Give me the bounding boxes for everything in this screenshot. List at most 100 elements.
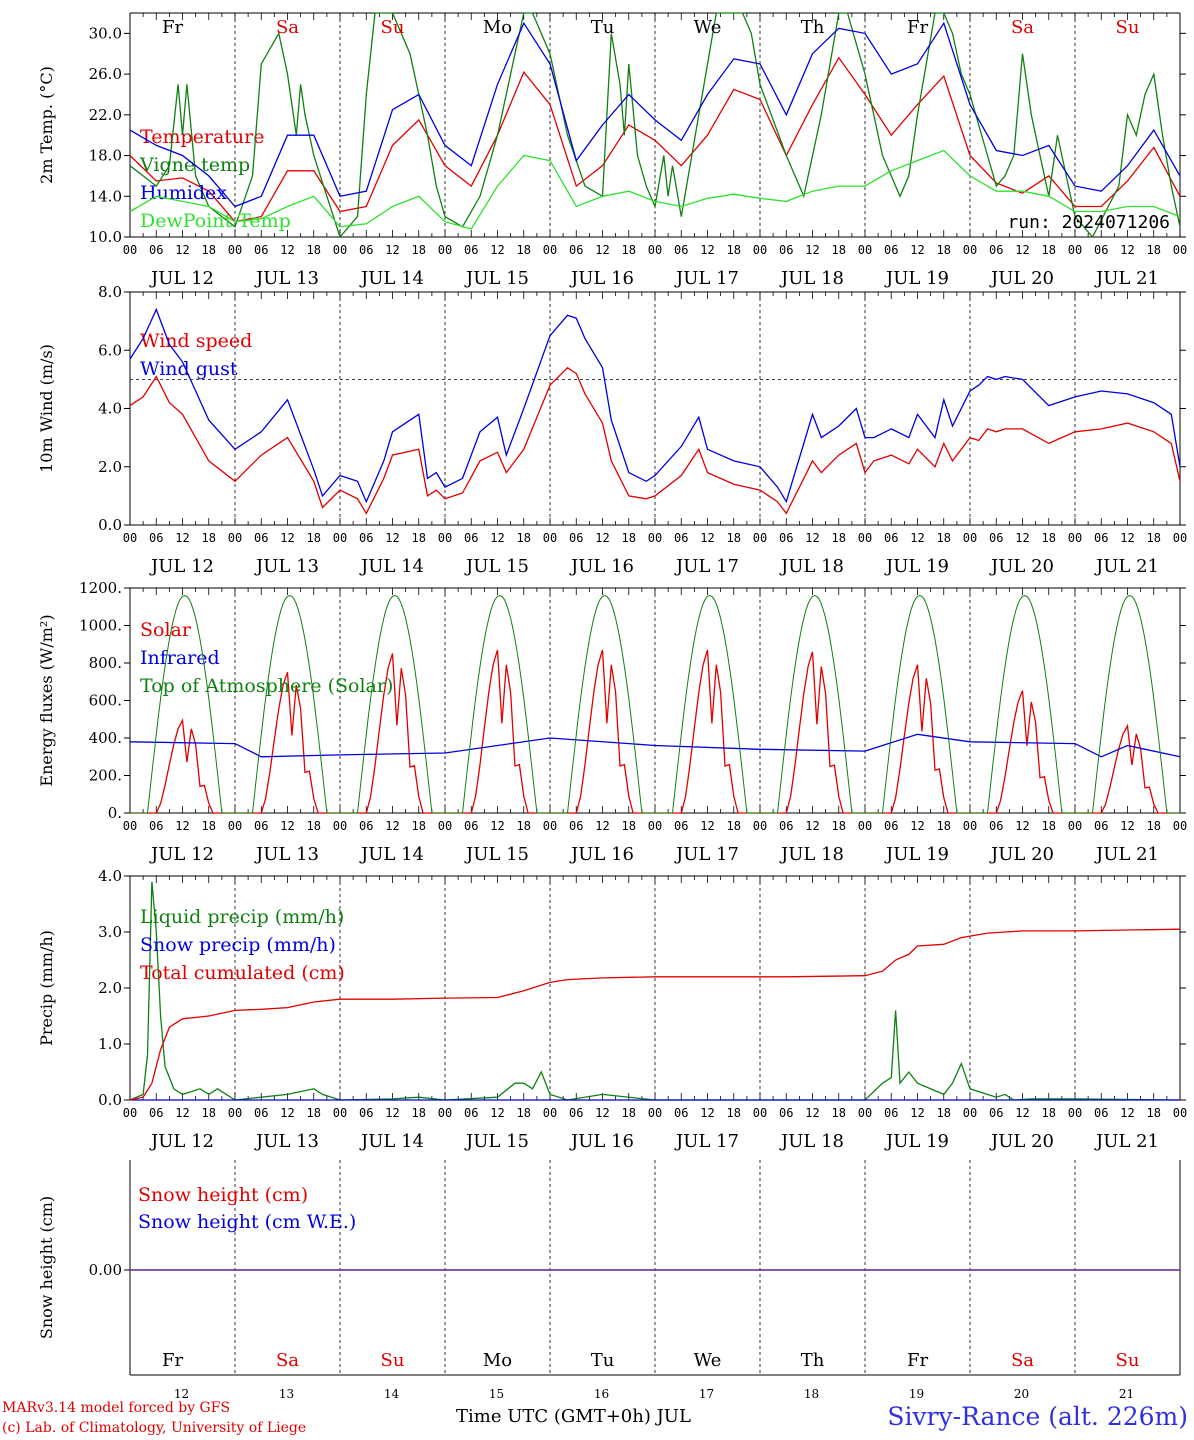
hour-tick-label: 06	[779, 531, 793, 545]
y-axis-label: 2m Temp. (°C)	[37, 66, 56, 184]
hour-tick-label: 18	[1147, 531, 1161, 545]
y-axis-label: Energy fluxes (W/m²)	[37, 614, 56, 786]
weekday-label: Su	[381, 1350, 405, 1371]
date-label: JUL 21	[1094, 844, 1159, 865]
hour-tick-label: 12	[175, 1106, 189, 1120]
hour-tick-label: 18	[622, 819, 636, 833]
date-label: JUL 15	[464, 1131, 529, 1152]
hour-tick-label: 00	[1173, 819, 1187, 833]
date-label: JUL 12	[149, 556, 214, 577]
hour-tick-label: 12	[1015, 1106, 1029, 1120]
hour-tick-label: 00	[1068, 531, 1082, 545]
hour-tick-label: 18	[412, 243, 426, 257]
date-label: JUL 21	[1094, 268, 1159, 289]
date-label: JUL 20	[989, 844, 1054, 865]
date-label: JUL 14	[359, 556, 424, 577]
hour-tick-label: 18	[937, 1106, 951, 1120]
series-temperature	[129, 56, 1181, 223]
legend-liquid-precip-mm-h: Liquid precip (mm/h)	[140, 906, 344, 928]
day-number-label: 14	[384, 1387, 400, 1401]
date-label: JUL 16	[569, 268, 634, 289]
hour-tick-label: 00	[963, 1106, 977, 1120]
legend-humidex: Humidex	[140, 182, 227, 204]
hour-tick-label: 18	[832, 819, 846, 833]
series-dewpoint-temp	[129, 149, 1181, 230]
legend-solar: Solar	[140, 619, 192, 641]
weekday-label: Sa	[1011, 1350, 1034, 1371]
y-tick-label: 0.0	[98, 516, 122, 534]
hour-tick-label: 06	[359, 819, 373, 833]
hour-tick-label: 18	[517, 819, 531, 833]
weekday-label: Sa	[1011, 17, 1034, 38]
day-number-label: 12	[174, 1387, 189, 1401]
hour-tick-label: 06	[464, 819, 478, 833]
hour-tick-label: 12	[1120, 819, 1134, 833]
weekday-label: Sa	[276, 1350, 299, 1371]
hour-tick-label: 18	[727, 1106, 741, 1120]
date-label: JUL 19	[884, 844, 949, 865]
y-tick-label: 14.0	[89, 187, 122, 205]
hour-tick-label: 00	[1173, 243, 1187, 257]
day-number-label: 15	[489, 1387, 504, 1401]
hour-tick-label: 18	[517, 243, 531, 257]
hour-tick-label: 00	[963, 819, 977, 833]
day-number-label: 19	[909, 1387, 924, 1401]
hour-tick-label: 12	[910, 243, 924, 257]
hour-tick-label: 00	[648, 531, 662, 545]
hour-tick-label: 00	[543, 819, 557, 833]
hour-tick-label: 00	[1068, 243, 1082, 257]
weekday-label: We	[694, 1350, 722, 1371]
hour-tick-label: 06	[884, 819, 898, 833]
hour-tick-label: 06	[779, 243, 793, 257]
hour-tick-label: 06	[989, 243, 1003, 257]
hour-tick-label: 18	[727, 819, 741, 833]
date-label: JUL 14	[359, 1131, 424, 1152]
weekday-label: Fr	[162, 1350, 183, 1371]
hour-tick-label: 06	[149, 819, 163, 833]
hour-tick-label: 00	[1068, 819, 1082, 833]
hour-tick-label: 00	[648, 819, 662, 833]
date-label: JUL 19	[884, 1131, 949, 1152]
hour-tick-label: 00	[543, 531, 557, 545]
hour-tick-label: 18	[727, 243, 741, 257]
series-total-cumulated-cm	[129, 928, 1181, 1101]
hour-tick-label: 18	[202, 819, 216, 833]
hour-tick-label: 18	[832, 1106, 846, 1120]
hour-tick-label: 12	[280, 819, 294, 833]
hour-tick-label: 06	[1094, 531, 1108, 545]
hour-tick-label: 06	[569, 1106, 583, 1120]
hour-tick-label: 00	[333, 531, 347, 545]
hour-tick-label: 00	[1173, 531, 1187, 545]
hour-tick-label: 00	[543, 1106, 557, 1120]
hour-tick-label: 18	[832, 531, 846, 545]
hour-tick-label: 06	[254, 819, 268, 833]
hour-tick-label: 12	[280, 1106, 294, 1120]
hour-tick-label: 00	[648, 243, 662, 257]
date-label: JUL 18	[779, 268, 844, 289]
hour-tick-label: 12	[910, 819, 924, 833]
hour-tick-label: 06	[359, 243, 373, 257]
date-label: JUL 14	[359, 844, 424, 865]
hour-tick-label: 06	[464, 243, 478, 257]
date-label: JUL 17	[674, 268, 739, 289]
hour-tick-label: 06	[359, 531, 373, 545]
weekday-label: Mo	[483, 1350, 512, 1371]
y-axis-label: Snow height (cm)	[37, 1196, 56, 1339]
y-tick-label: 400.	[89, 729, 122, 747]
hour-tick-label: 06	[989, 1106, 1003, 1120]
hour-tick-label: 06	[254, 1106, 268, 1120]
hour-tick-label: 18	[202, 531, 216, 545]
date-label: JUL 19	[884, 268, 949, 289]
hour-tick-label: 00	[228, 819, 242, 833]
y-tick-label: 200.	[89, 767, 122, 785]
hour-tick-label: 18	[412, 531, 426, 545]
date-label: JUL 15	[464, 268, 529, 289]
y-tick-label: 1.0	[98, 1035, 122, 1053]
hour-tick-label: 18	[1042, 243, 1056, 257]
hour-tick-label: 06	[1094, 1106, 1108, 1120]
y-tick-label: 2.0	[98, 979, 122, 997]
hour-tick-label: 12	[700, 819, 714, 833]
hour-tick-label: 18	[517, 531, 531, 545]
hour-tick-label: 00	[228, 531, 242, 545]
hour-tick-label: 06	[569, 531, 583, 545]
